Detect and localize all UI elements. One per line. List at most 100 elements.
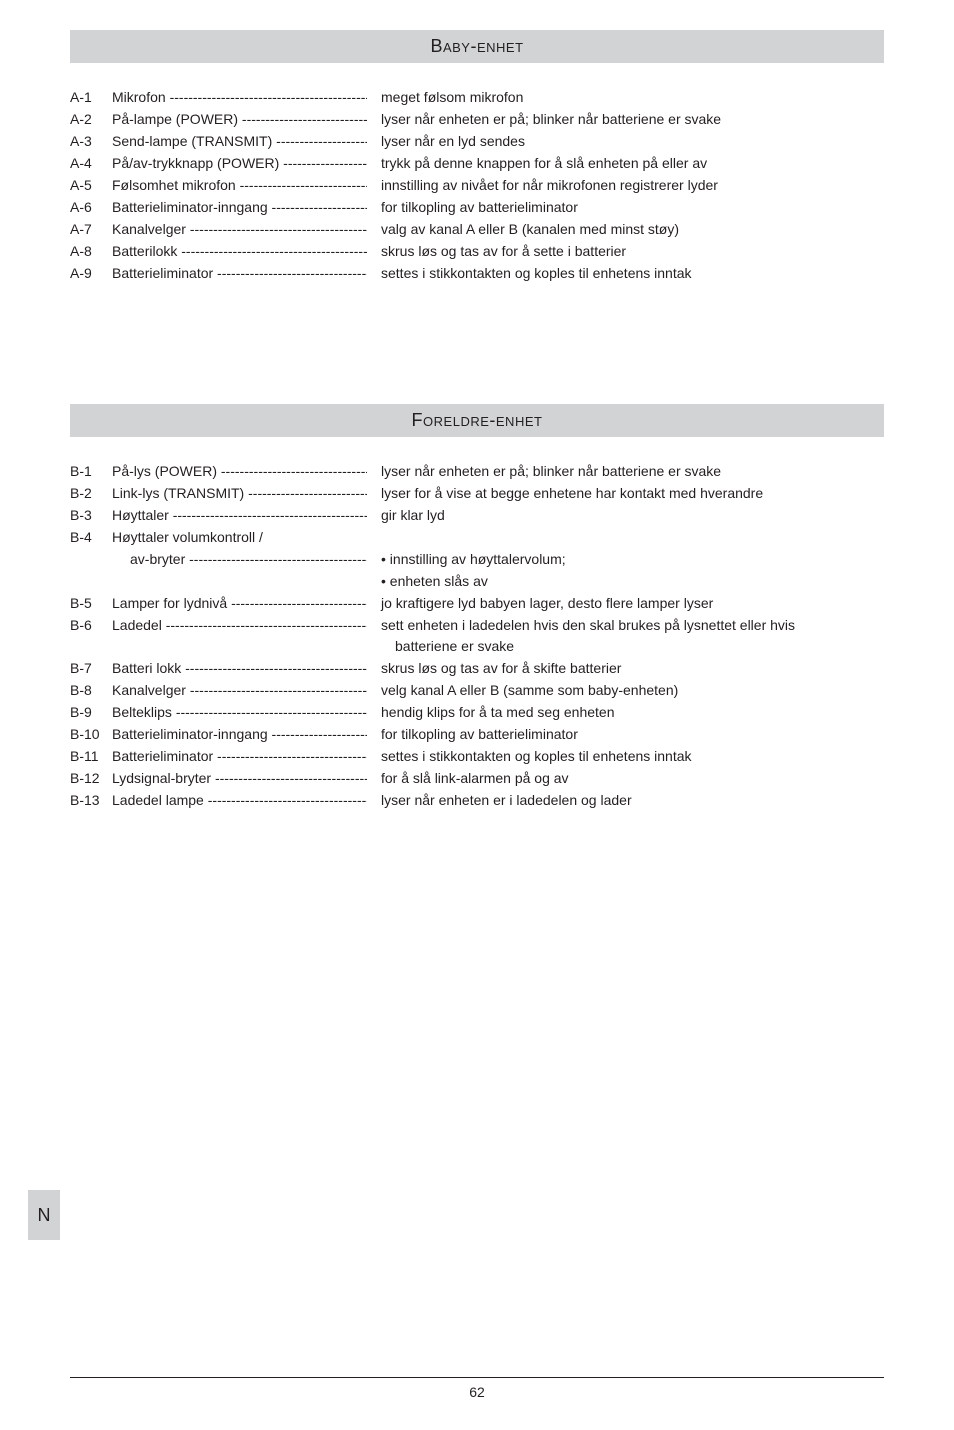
row-label: Ladedel — [112, 615, 367, 657]
row-label: Kanalvelger — [112, 219, 367, 240]
row-description: meget følsom mikrofon — [367, 87, 884, 108]
row-id: A-5 — [70, 175, 112, 196]
row-id: B-12 — [70, 768, 112, 789]
row-description: • enheten slås av — [367, 571, 884, 592]
row-label: Batterilokk — [112, 241, 367, 262]
row-label: Batteri lokk — [112, 658, 367, 679]
row-label: På-lampe (POWER) — [112, 109, 367, 130]
row-label: Link-lys (TRANSMIT) — [112, 483, 367, 504]
list-row: A-5Følsomhet mikrofon innstilling av niv… — [70, 175, 884, 196]
list-row: B-10Batterieliminator-inngang for tilkop… — [70, 724, 884, 745]
row-label: Batterieliminator-inngang — [112, 197, 367, 218]
row-id: B-13 — [70, 790, 112, 811]
section-body: B-1På-lys (POWER) lyser når enheten er p… — [70, 461, 884, 811]
row-description: settes i stikkontakten og koples til enh… — [367, 746, 884, 767]
row-description — [367, 527, 884, 548]
list-row: B-8Kanalvelger velg kanal A eller B (sam… — [70, 680, 884, 701]
row-label: Høyttaler volumkontroll / — [112, 527, 367, 548]
row-id: B-7 — [70, 658, 112, 679]
section-body: A-1Mikrofon meget følsom mikrofonA-2På-l… — [70, 87, 884, 284]
row-description-sub: batteriene er svake — [381, 636, 884, 657]
list-row: A-3Send-lampe (TRANSMIT) lyser når en ly… — [70, 131, 884, 152]
list-row: B-5Lamper for lydnivå jo kraftigere lyd … — [70, 593, 884, 614]
row-id: A-1 — [70, 87, 112, 108]
page-content: Baby-enhet A-1Mikrofon meget følsom mikro… — [0, 0, 954, 811]
list-row: • enheten slås av — [70, 571, 884, 592]
list-row: B-9Belteklips hendig klips for å ta med … — [70, 702, 884, 723]
row-description: gir klar lyd — [367, 505, 884, 526]
row-label: Mikrofon — [112, 87, 367, 108]
row-description: skrus løs og tas av for å skifte batteri… — [367, 658, 884, 679]
language-tab: N — [28, 1190, 60, 1240]
row-description: innstilling av nivået for når mikrofonen… — [367, 175, 884, 196]
list-row: A-8Batterilokk skrus løs og tas av for å… — [70, 241, 884, 262]
row-id: A-7 — [70, 219, 112, 240]
page-footer: 62 — [70, 1377, 884, 1400]
row-label: Send-lampe (TRANSMIT) — [112, 131, 367, 152]
row-label: Lydsignal-bryter — [112, 768, 367, 789]
row-label: På-lys (POWER) — [112, 461, 367, 482]
row-id — [70, 571, 112, 592]
row-description: • innstilling av høyttalervolum; — [367, 549, 884, 570]
row-description: lyser for å vise at begge enhetene har k… — [367, 483, 884, 504]
list-row: B-6Ladedel sett enheten i ladedelen hvis… — [70, 615, 884, 657]
list-row: av-bryter • innstilling av høyttalervolu… — [70, 549, 884, 570]
page-number: 62 — [469, 1384, 485, 1400]
list-row: B-2Link-lys (TRANSMIT) lyser for å vise … — [70, 483, 884, 504]
row-label: Batterieliminator — [112, 263, 367, 284]
row-id: B-5 — [70, 593, 112, 614]
list-row: B-1På-lys (POWER) lyser når enheten er p… — [70, 461, 884, 482]
row-description: for tilkopling av batterieliminator — [367, 724, 884, 745]
row-description: for å slå link-alarmen på og av — [367, 768, 884, 789]
row-description: lyser når enheten er på; blinker når bat… — [367, 461, 884, 482]
row-description: lyser når enheten er på; blinker når bat… — [367, 109, 884, 130]
section-header: Foreldre-enhet — [70, 404, 884, 437]
row-id: A-2 — [70, 109, 112, 130]
list-row: B-7Batteri lokk skrus løs og tas av for … — [70, 658, 884, 679]
row-label: av-bryter — [112, 549, 367, 570]
list-row: B-4Høyttaler volumkontroll / — [70, 527, 884, 548]
row-id: B-10 — [70, 724, 112, 745]
row-description: velg kanal A eller B (samme som baby-enh… — [367, 680, 884, 701]
row-description: hendig klips for å ta med seg enheten — [367, 702, 884, 723]
list-row: A-4På/av-trykknapp (POWER) trykk på denn… — [70, 153, 884, 174]
row-description: lyser når enheten er i ladedelen og lade… — [367, 790, 884, 811]
row-description: sett enheten i ladedelen hvis den skal b… — [367, 615, 884, 657]
row-id: A-9 — [70, 263, 112, 284]
row-label: Belteklips — [112, 702, 367, 723]
list-row: A-9Batterieliminatorsettes i stikkontakt… — [70, 263, 884, 284]
row-label: Følsomhet mikrofon — [112, 175, 367, 196]
row-label: Kanalvelger — [112, 680, 367, 701]
row-description: valg av kanal A eller B (kanalen med min… — [367, 219, 884, 240]
list-row: B-13Ladedel lampe lyser når enheten er i… — [70, 790, 884, 811]
row-id: A-3 — [70, 131, 112, 152]
row-id: A-6 — [70, 197, 112, 218]
row-id: B-2 — [70, 483, 112, 504]
row-id: B-9 — [70, 702, 112, 723]
row-description: jo kraftigere lyd babyen lager, desto fl… — [367, 593, 884, 614]
row-label: Høyttaler — [112, 505, 367, 526]
row-id: B-3 — [70, 505, 112, 526]
row-label: Ladedel lampe — [112, 790, 367, 811]
row-id: B-6 — [70, 615, 112, 657]
row-label: Batterieliminator-inngang — [112, 724, 367, 745]
row-id: B-8 — [70, 680, 112, 701]
row-id: A-4 — [70, 153, 112, 174]
list-row: A-6Batterieliminator-inngang for tilkopl… — [70, 197, 884, 218]
row-description: for tilkopling av batterieliminator — [367, 197, 884, 218]
row-id — [70, 549, 112, 570]
row-description: trykk på denne knappen for å slå enheten… — [367, 153, 884, 174]
row-label: Batterieliminator — [112, 746, 367, 767]
list-row: B-12Lydsignal-bryter for å slå link-alar… — [70, 768, 884, 789]
row-description: lyser når en lyd sendes — [367, 131, 884, 152]
list-row: B-3Høyttaler gir klar lyd — [70, 505, 884, 526]
row-id: B-11 — [70, 746, 112, 767]
row-description: skrus løs og tas av for å sette i batter… — [367, 241, 884, 262]
row-description: settes i stikkontakten og koples til enh… — [367, 263, 884, 284]
row-label: Lamper for lydnivå — [112, 593, 367, 614]
row-id: A-8 — [70, 241, 112, 262]
row-id: B-4 — [70, 527, 112, 548]
section-header: Baby-enhet — [70, 30, 884, 63]
list-row: A-1Mikrofon meget følsom mikrofon — [70, 87, 884, 108]
language-tab-label: N — [38, 1205, 51, 1226]
